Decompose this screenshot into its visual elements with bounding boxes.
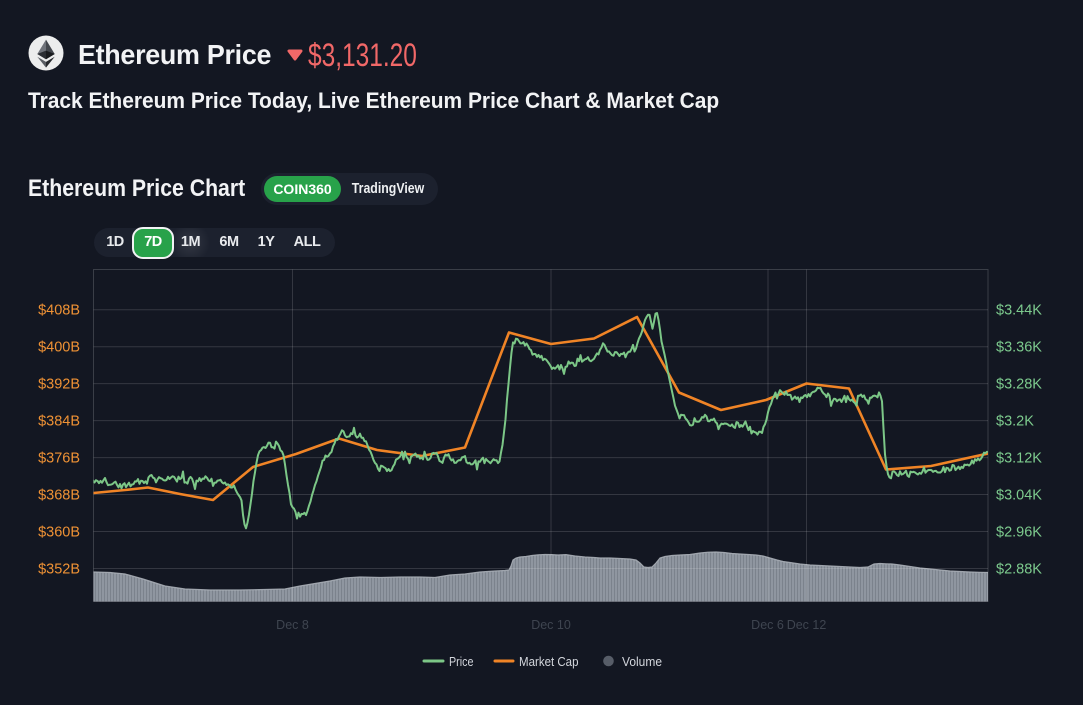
svg-text:$3.36K: $3.36K	[996, 340, 1042, 356]
svg-text:$360B: $360B	[38, 525, 80, 541]
svg-text:Dec 6: Dec 6	[751, 618, 784, 632]
svg-text:$3.04K: $3.04K	[996, 488, 1042, 504]
svg-text:$368B: $368B	[38, 488, 80, 504]
svg-text:$2.96K: $2.96K	[996, 525, 1042, 541]
svg-text:$384B: $384B	[38, 414, 80, 430]
svg-text:$3.44K: $3.44K	[996, 303, 1042, 319]
svg-text:Volume: Volume	[622, 654, 662, 669]
svg-text:$3.12K: $3.12K	[996, 451, 1042, 467]
svg-text:$2.88K: $2.88K	[996, 562, 1042, 578]
svg-text:Dec 8: Dec 8	[276, 618, 309, 632]
svg-text:$3.28K: $3.28K	[996, 377, 1042, 393]
svg-text:$352B: $352B	[38, 562, 80, 578]
svg-text:Dec 12: Dec 12	[787, 618, 827, 632]
svg-text:Market Cap: Market Cap	[519, 654, 579, 669]
svg-text:Dec 10: Dec 10	[531, 618, 571, 632]
svg-text:$408B: $408B	[38, 303, 80, 319]
svg-text:$392B: $392B	[38, 377, 80, 393]
svg-text:$3.2K: $3.2K	[996, 414, 1034, 430]
svg-text:$376B: $376B	[38, 451, 80, 467]
svg-text:$400B: $400B	[38, 340, 80, 356]
svg-text:Price: Price	[449, 654, 474, 669]
